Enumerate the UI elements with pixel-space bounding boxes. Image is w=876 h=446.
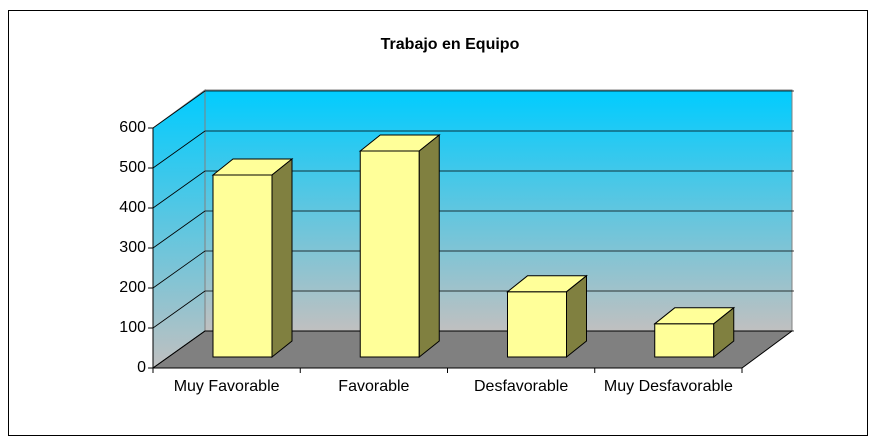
bar-front	[359, 150, 420, 358]
bar-front	[654, 323, 715, 358]
bar-front	[212, 174, 273, 358]
grid-line	[152, 330, 206, 369]
y-tick-label: 200	[119, 279, 146, 296]
grid-line	[152, 90, 206, 129]
x-tick-label: Desfavorable	[473, 378, 569, 395]
grid-line	[152, 290, 206, 329]
x-tick-label: Favorable	[338, 378, 410, 395]
grid-line	[152, 170, 206, 209]
grid-line	[152, 210, 206, 249]
bar-side	[418, 133, 440, 359]
back-wall	[204, 89, 793, 332]
bar-side	[271, 157, 293, 359]
y-tick-label: 600	[119, 119, 146, 136]
y-tick-label: 300	[119, 239, 146, 256]
bar-side	[713, 306, 735, 359]
x-tick-label: Muy Desfavorable	[603, 378, 733, 395]
y-tick-label: 500	[119, 159, 146, 176]
bar-side	[566, 274, 587, 359]
grid-line	[152, 250, 206, 289]
grid-line	[152, 130, 206, 169]
chart-title: Trabajo en Equipo	[381, 36, 520, 53]
y-tick-label: 400	[119, 199, 146, 216]
y-tick-label: 100	[119, 319, 146, 336]
x-tick-label: Muy Favorable	[173, 378, 280, 395]
side-wall	[152, 89, 206, 369]
y-tick-label: 0	[137, 359, 146, 376]
bar-front	[507, 291, 567, 358]
